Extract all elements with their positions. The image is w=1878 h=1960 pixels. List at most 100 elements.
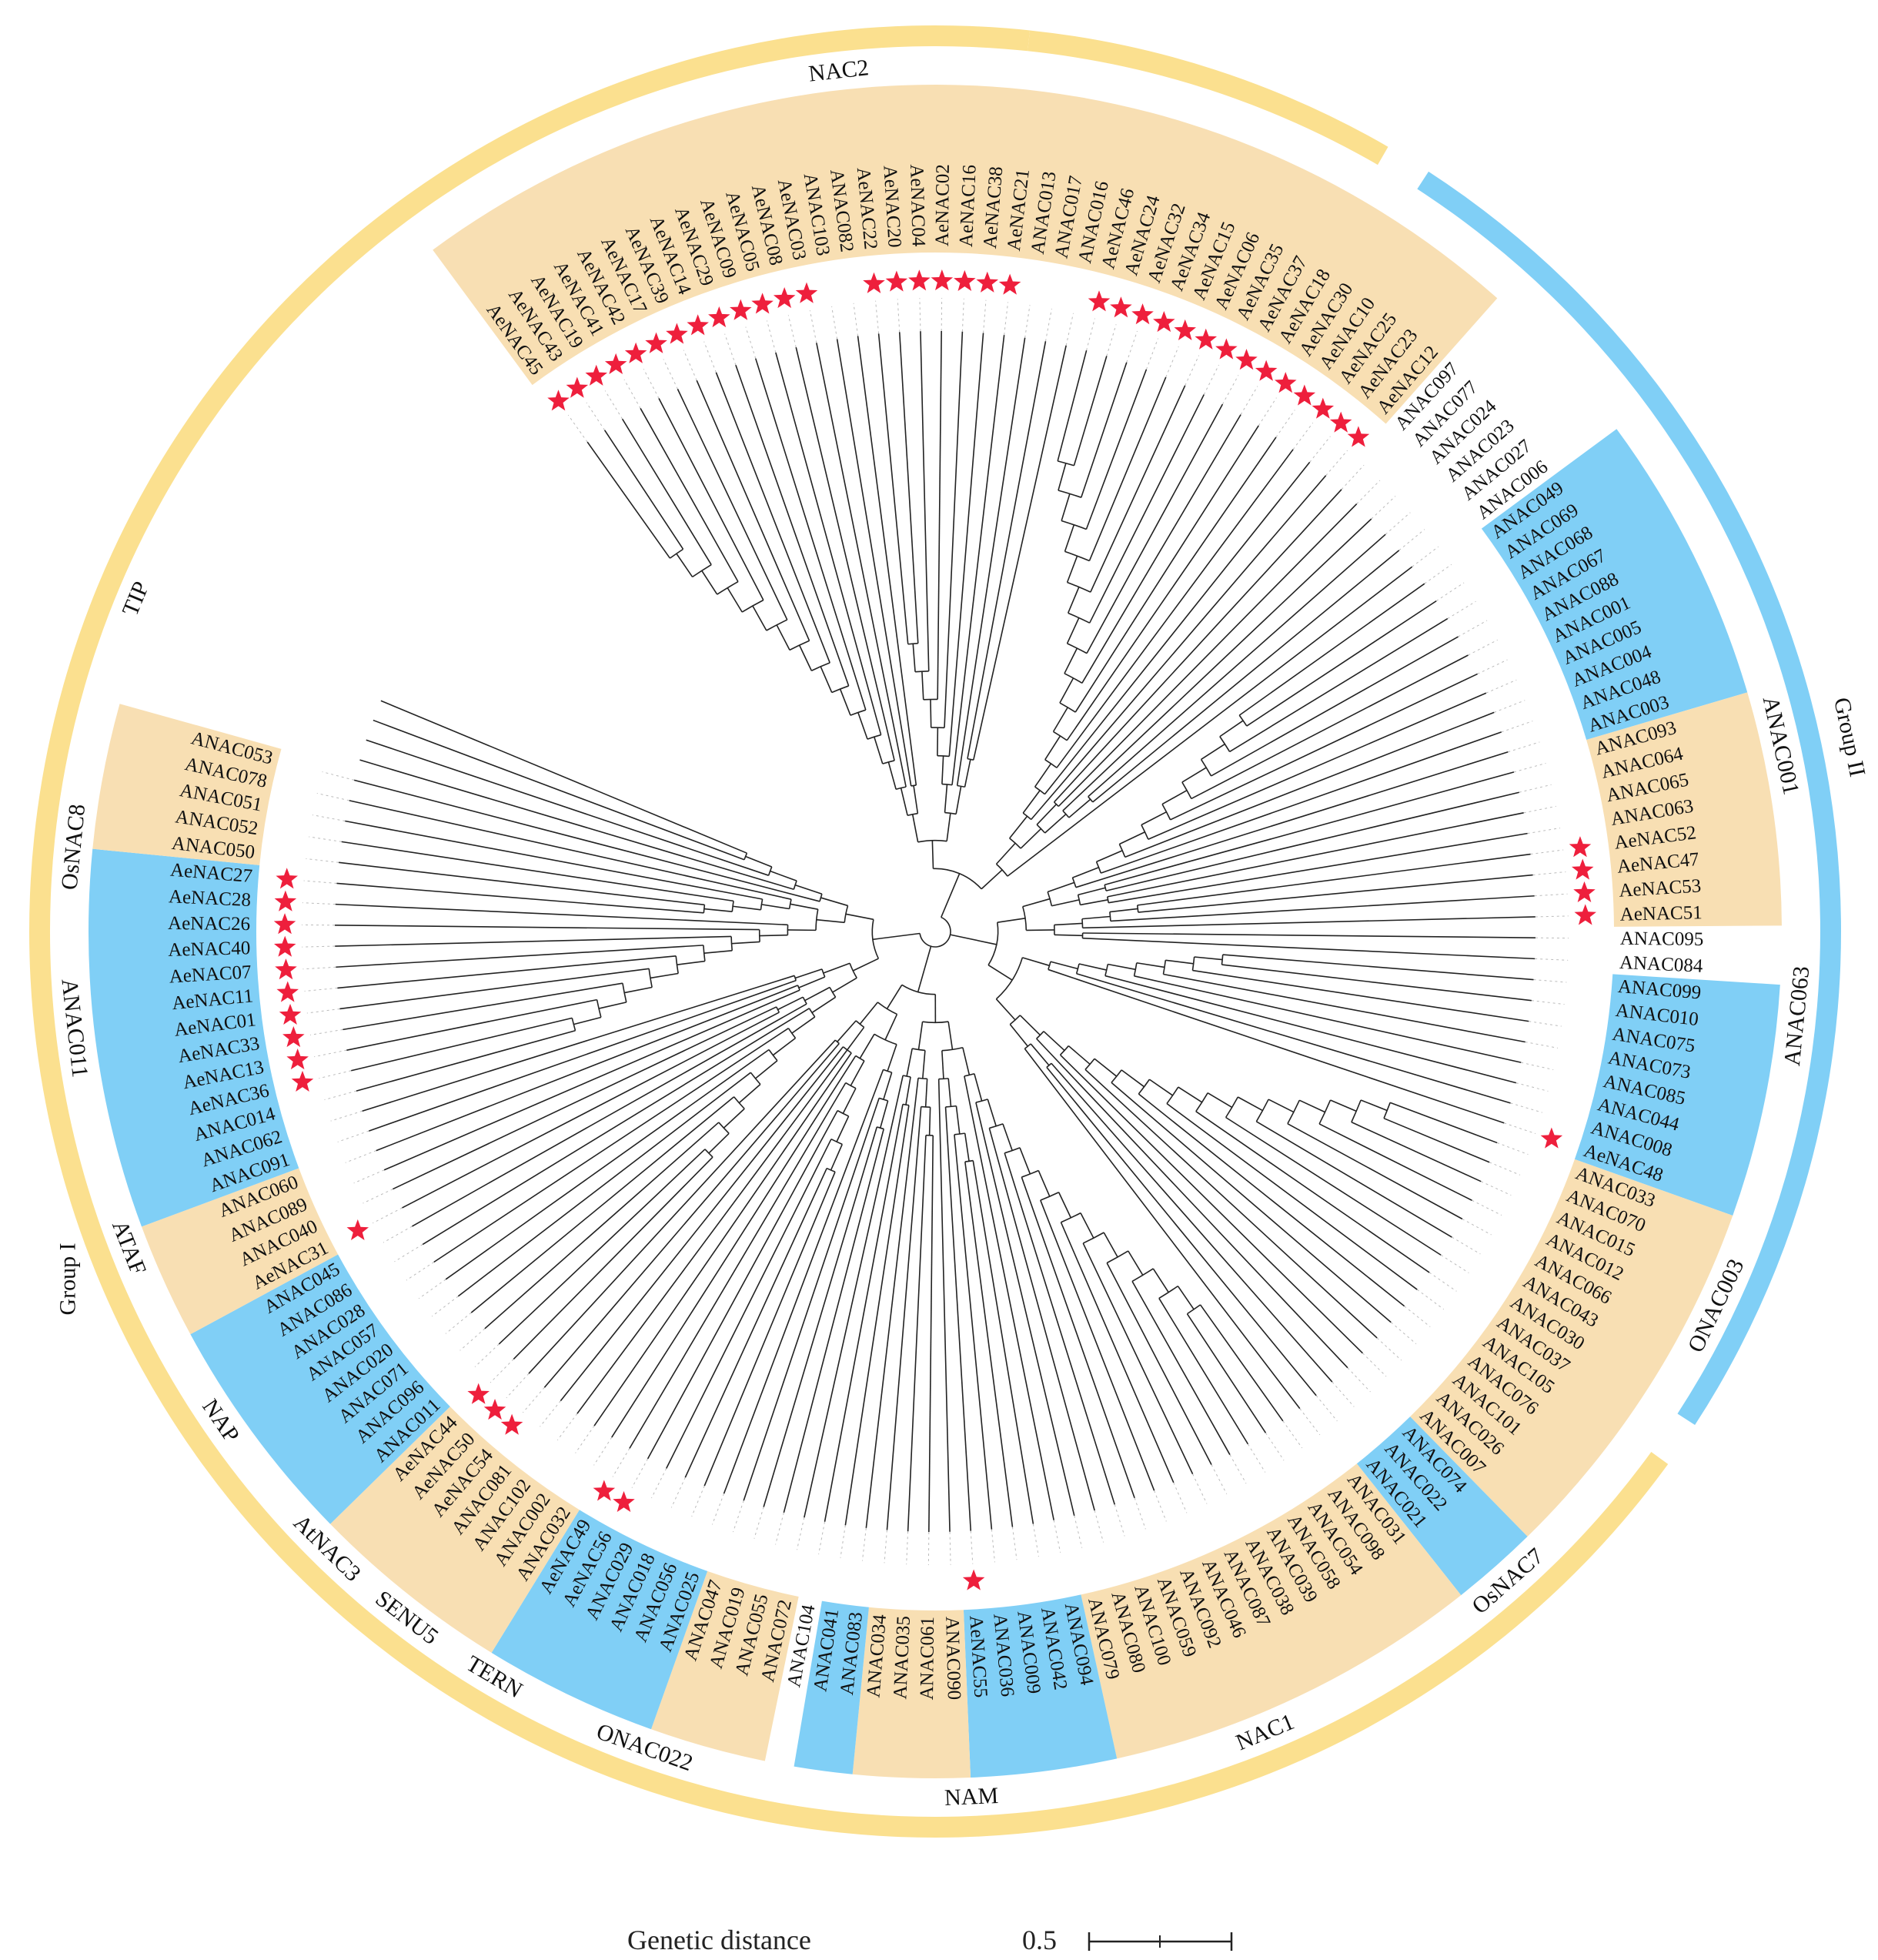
leaf-guide: [1424, 564, 1452, 584]
tree-branch: [944, 1106, 972, 1531]
tree-branch: [1211, 636, 1459, 777]
label-band: [190, 1254, 450, 1524]
leaf-guide: [809, 310, 817, 343]
tree-branch: [1360, 1099, 1388, 1112]
tree-branch: [621, 418, 712, 565]
leaf-guide: [1519, 784, 1552, 793]
tree-branch: [383, 989, 800, 1171]
star-marker: [593, 1480, 616, 1501]
tree-arc: [933, 868, 982, 890]
leaf-guide: [1240, 386, 1258, 415]
clade-label: TIP: [118, 578, 155, 620]
tree-branch: [1053, 489, 1342, 803]
tree-branch: [955, 786, 962, 814]
tree-arc: [845, 1082, 857, 1089]
leaf-guide: [1356, 480, 1381, 504]
leaf-label: ANAC035: [890, 1615, 914, 1699]
leaf-guide: [961, 298, 964, 332]
leaf-guide: [1192, 1473, 1208, 1504]
tree-branch: [1141, 811, 1167, 826]
tree-branch: [946, 813, 951, 841]
tree-branch: [972, 1160, 1034, 1524]
tree-arc: [794, 975, 797, 981]
tree-arc: [1040, 1192, 1059, 1201]
tree-branch: [1040, 1199, 1155, 1491]
tree-branch: [1195, 1111, 1430, 1273]
star-marker: [282, 1026, 305, 1048]
tree-branch: [362, 975, 795, 1112]
leaf-guide: [1462, 1218, 1492, 1236]
leaf-guide: [949, 1531, 951, 1565]
leaf-guide: [567, 414, 588, 443]
leaf-label: ANAC061: [917, 1617, 938, 1701]
tree-branch: [1221, 964, 1532, 1002]
leaf-guide: [623, 379, 641, 409]
label-band: [330, 1406, 580, 1653]
leaf-label: AeNAC53: [1619, 875, 1702, 901]
tree-branch: [1103, 1232, 1118, 1258]
tree-arc: [1161, 804, 1171, 821]
tree-branch: [975, 1102, 1075, 1516]
leaf-guide: [631, 1458, 649, 1488]
leaf-guide: [302, 902, 336, 905]
leaf-guide: [593, 1437, 613, 1466]
leaf-guide: [983, 299, 987, 333]
tree-branch: [703, 949, 733, 955]
star-marker: [1131, 303, 1154, 325]
leaf-guide: [643, 369, 660, 399]
scale-title: Genetic distance: [627, 1925, 811, 1955]
tree-branch: [1222, 954, 1534, 981]
tree-arc: [1021, 1169, 1039, 1178]
tree-branch: [754, 358, 867, 711]
tree-branch: [1068, 798, 1091, 818]
group-label-group-i: Group I: [55, 1243, 81, 1315]
tree-branch: [954, 1134, 993, 1530]
tree-arc: [855, 1020, 865, 1028]
tree-branch: [1178, 1086, 1203, 1103]
star-marker: [286, 1049, 309, 1070]
tree-arc: [903, 1075, 911, 1078]
tree-branch: [1062, 518, 1372, 811]
tree-branch: [857, 712, 868, 740]
star-marker: [863, 272, 885, 293]
leaf-guide: [1275, 410, 1295, 438]
leaf-guide: [1341, 464, 1365, 490]
tree-branch: [353, 779, 820, 902]
tree-branch: [964, 1075, 1054, 1520]
tree-branch: [759, 934, 788, 937]
leaf-guide: [1501, 721, 1533, 733]
label-band: [1574, 974, 1780, 1216]
star-marker: [276, 981, 299, 1002]
leaf-label: ANAC095: [1620, 928, 1704, 950]
leaf-guide: [796, 1517, 805, 1550]
tree-branch: [1051, 1062, 1333, 1383]
tree-branch: [928, 1135, 934, 1532]
leaf-guide: [1211, 1464, 1228, 1494]
tree-branch: [603, 430, 684, 550]
tree-branch: [1051, 899, 1080, 907]
leaf-guide: [1510, 1102, 1542, 1113]
tree-branch: [1036, 1038, 1348, 1369]
tree-branch: [1096, 850, 1123, 863]
tree-branch: [1056, 449, 1294, 768]
tree-branch: [761, 904, 790, 910]
tree-branch: [1152, 1268, 1169, 1293]
group-ring-segment: [1028, 30, 1388, 166]
tree-branch: [997, 918, 1026, 923]
tree-branch: [335, 903, 788, 926]
tree-branch: [974, 1073, 983, 1102]
tree-branch: [1137, 853, 1531, 906]
tree-branch: [703, 1171, 836, 1487]
tree-branch: [859, 1033, 875, 1059]
leaf-guide: [1477, 659, 1508, 674]
leaf-guide: [604, 390, 623, 420]
tree-branch: [586, 441, 671, 559]
tree-arc: [987, 922, 999, 965]
leaf-guide: [683, 350, 697, 381]
star-marker: [275, 958, 297, 980]
leaf-guide: [1315, 1395, 1338, 1422]
star-marker: [613, 1490, 635, 1513]
tree-branch: [676, 553, 693, 577]
tree-branch: [1246, 600, 1437, 727]
star-marker: [624, 342, 647, 363]
